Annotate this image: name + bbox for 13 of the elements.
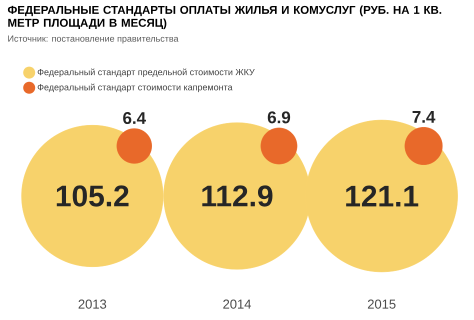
legend-label: Федеральный стандарт стоимости капремонта	[38, 84, 233, 92]
data-label: 121.1	[346, 186, 418, 206]
data-label: 112.9	[202, 185, 272, 207]
data-label: 7.4	[412, 111, 436, 123]
data-label: 105.2	[56, 185, 129, 207]
category-label: 2014	[223, 300, 252, 309]
data-label: 6.4	[123, 112, 146, 124]
data-label: 6.9	[268, 111, 290, 124]
legend-label: Федеральный стандарт предельной стоимости ЖКУ	[38, 68, 255, 78]
category-label: 2013	[78, 300, 106, 309]
text: Источник: постановление правительства	[8, 36, 179, 44]
category-label: 2015	[368, 300, 396, 309]
text: ФЕДЕРАЛЬНЫЕ СТАНДАРТЫ ОПЛАТЫ ЖИЛЬЯ И КОМУСЛУГ (РУБ. НА 1 КВ. МЕТР ПЛОЩАДИ В МЕСЯЦ)	[8, 6, 442, 30]
